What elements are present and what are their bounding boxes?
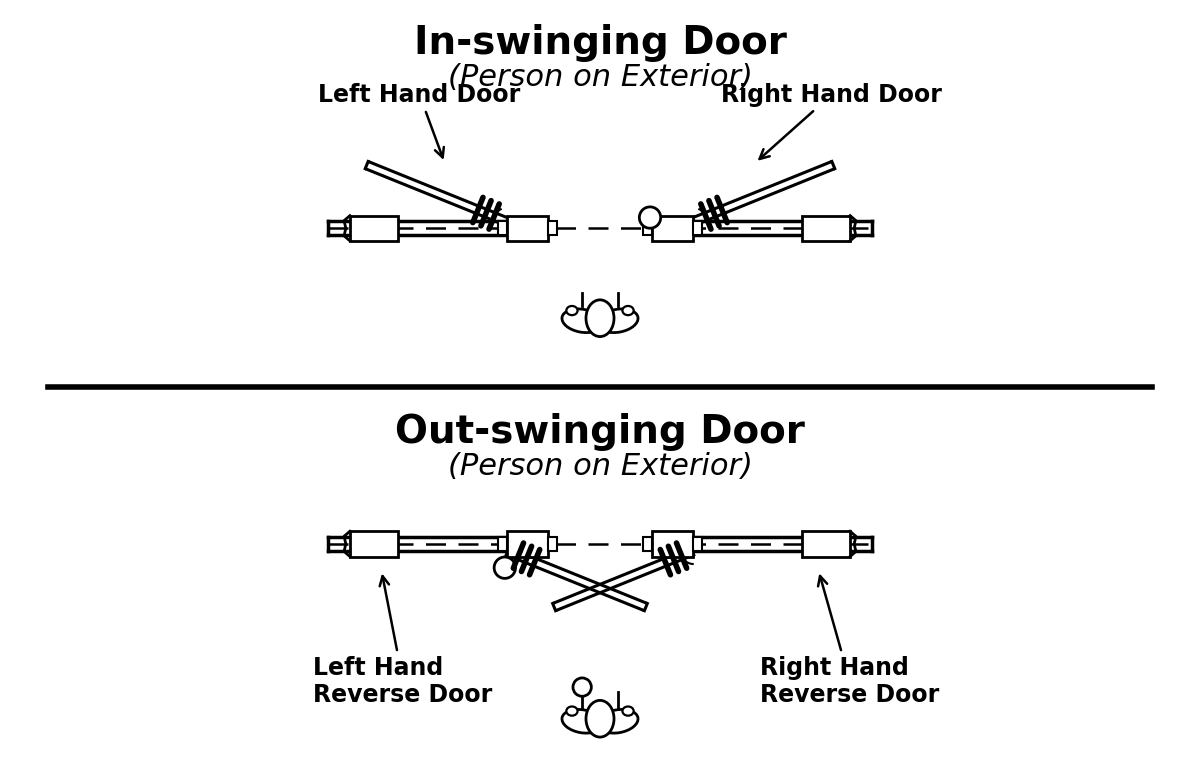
Circle shape (494, 557, 516, 578)
Ellipse shape (562, 309, 602, 333)
Ellipse shape (562, 709, 602, 733)
Ellipse shape (623, 706, 634, 716)
Text: Left Hand
Reverse Door: Left Hand Reverse Door (313, 576, 493, 707)
Ellipse shape (623, 306, 634, 315)
Bar (350, 215, 398, 241)
Ellipse shape (566, 706, 577, 716)
Text: (Person on Exterior): (Person on Exterior) (448, 451, 752, 481)
Circle shape (640, 207, 661, 228)
Text: Left Hand Door: Left Hand Door (318, 82, 521, 158)
Text: Out-swinging Door: Out-swinging Door (395, 413, 805, 451)
Bar (643, 537, 653, 551)
Ellipse shape (586, 700, 614, 737)
Bar (506, 531, 547, 556)
Bar (547, 537, 557, 551)
Ellipse shape (586, 300, 614, 336)
Text: Right Hand Door: Right Hand Door (721, 82, 942, 159)
Bar (498, 221, 506, 235)
Text: (Person on Exterior): (Person on Exterior) (448, 63, 752, 92)
Bar (498, 537, 506, 551)
Bar (653, 531, 694, 556)
Text: Right Hand
Reverse Door: Right Hand Reverse Door (761, 576, 940, 707)
Text: In-swinging Door: In-swinging Door (414, 24, 786, 62)
Ellipse shape (566, 306, 577, 315)
Bar (350, 531, 398, 556)
Bar (547, 221, 557, 235)
Bar (506, 215, 547, 241)
Circle shape (572, 678, 592, 696)
Bar (653, 215, 694, 241)
Ellipse shape (598, 309, 638, 333)
Bar (802, 531, 850, 556)
Bar (802, 215, 850, 241)
Bar (694, 537, 702, 551)
Bar (694, 221, 702, 235)
Ellipse shape (598, 709, 638, 733)
Bar (643, 221, 653, 235)
